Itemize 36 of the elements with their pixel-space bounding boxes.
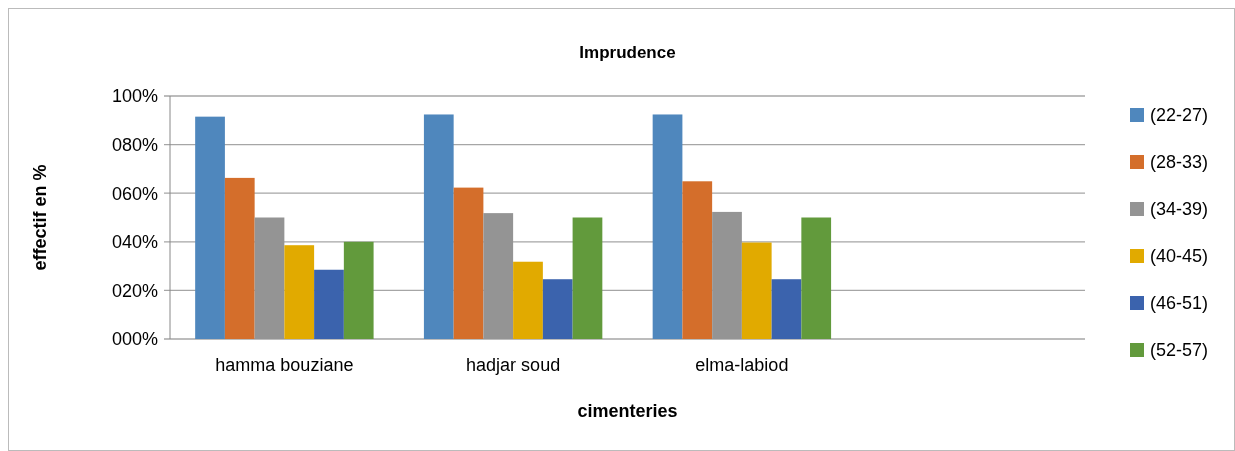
bar [343,241,374,339]
bar [423,114,454,339]
legend-label: (52-57) [1150,340,1209,361]
bar [682,181,713,339]
bar [483,213,514,339]
legend-label: (28-33) [1150,152,1209,173]
y-tick-label: 040% [111,232,158,253]
bar [652,114,683,339]
x-tick-label: hamma bouziane [215,355,354,375]
x-axis-title: cimenteries [577,401,678,421]
bar [254,217,285,339]
bar [314,269,344,339]
y-axis-title: effectif en % [30,164,50,271]
y-tick-label: 060% [111,183,158,204]
bar [741,242,772,339]
x-tick-label: hadjar soud [466,355,561,375]
legend-label: (46-51) [1150,293,1209,314]
bar [712,211,742,339]
legend-label: (22-27) [1150,105,1209,126]
bar [195,116,225,339]
x-tick-label: elma-labiod [695,355,789,375]
bar [284,245,315,339]
bar [801,217,832,339]
legend-label: (40-45) [1150,246,1209,267]
bar [572,217,603,339]
y-tick-label: 000% [111,329,158,350]
legend-label: (34-39) [1150,199,1209,220]
y-tick-label: 100% [111,86,158,107]
bar [542,279,573,339]
chart-title: Imprudence [579,43,676,62]
bar [513,261,543,339]
bar [224,177,255,339]
bar [453,187,484,339]
y-tick-label: 020% [111,280,158,301]
y-tick-label: 080% [111,134,158,155]
bar [771,279,802,339]
